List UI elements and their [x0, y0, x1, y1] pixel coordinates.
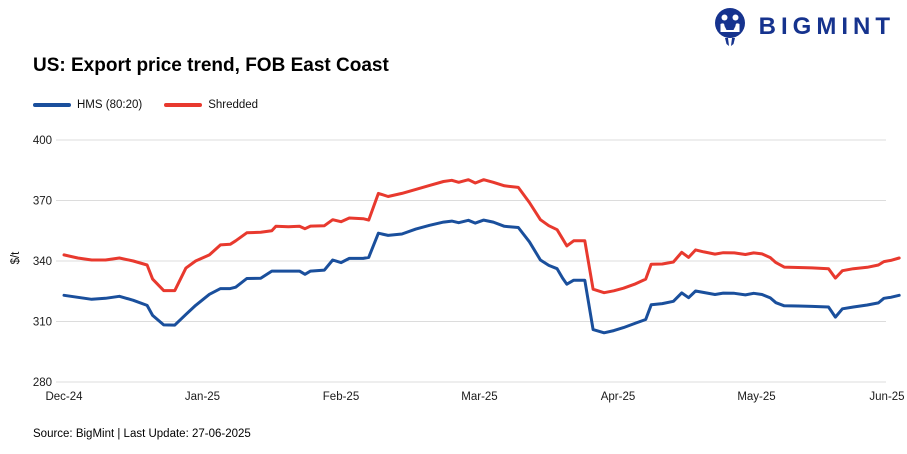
y-axis-label: $/t — [10, 251, 22, 265]
y-tick-label-310: 310 — [33, 317, 52, 329]
x-tick-label-Feb-25: Feb-25 — [323, 391, 359, 403]
legend-item-shredded: Shredded — [164, 99, 258, 111]
chart-legend: HMS (80:20) Shredded — [33, 99, 258, 111]
x-tick-label-Apr-25: Apr-25 — [601, 391, 636, 403]
legend-item-hms: HMS (80:20) — [33, 99, 142, 111]
y-tick-label-370: 370 — [33, 196, 52, 208]
x-tick-label-Jun-25: Jun-25 — [869, 391, 904, 403]
hms-legend-label: HMS (80:20) — [77, 99, 143, 111]
chart-page-title: US: Export price trend, FOB East Coast — [33, 55, 389, 76]
bigmint-logo-icon — [714, 8, 745, 46]
x-tick-label-Jan-25: Jan-25 — [185, 391, 220, 403]
hms-80-20-series-line — [62, 218, 901, 335]
shredded-legend-label: Shredded — [208, 99, 259, 111]
bigmint-logo: BIGMINT — [710, 6, 895, 48]
hms-legend-swatch — [33, 103, 71, 107]
y-tick-label-280: 280 — [33, 377, 52, 389]
source-footer: Source: BigMint | Last Update: 27-06-202… — [33, 428, 251, 440]
shredded-series-line — [62, 178, 901, 295]
bigmint-logo-text: BIGMINT — [758, 13, 895, 40]
x-tick-label-May-25: May-25 — [737, 391, 775, 403]
x-tick-label-Dec-24: Dec-24 — [45, 391, 83, 403]
y-tick-label-340: 340 — [33, 256, 52, 268]
x-tick-label-Mar-25: Mar-25 — [461, 391, 497, 403]
y-tick-label-400: 400 — [33, 135, 52, 147]
shredded-legend-swatch — [164, 103, 203, 107]
